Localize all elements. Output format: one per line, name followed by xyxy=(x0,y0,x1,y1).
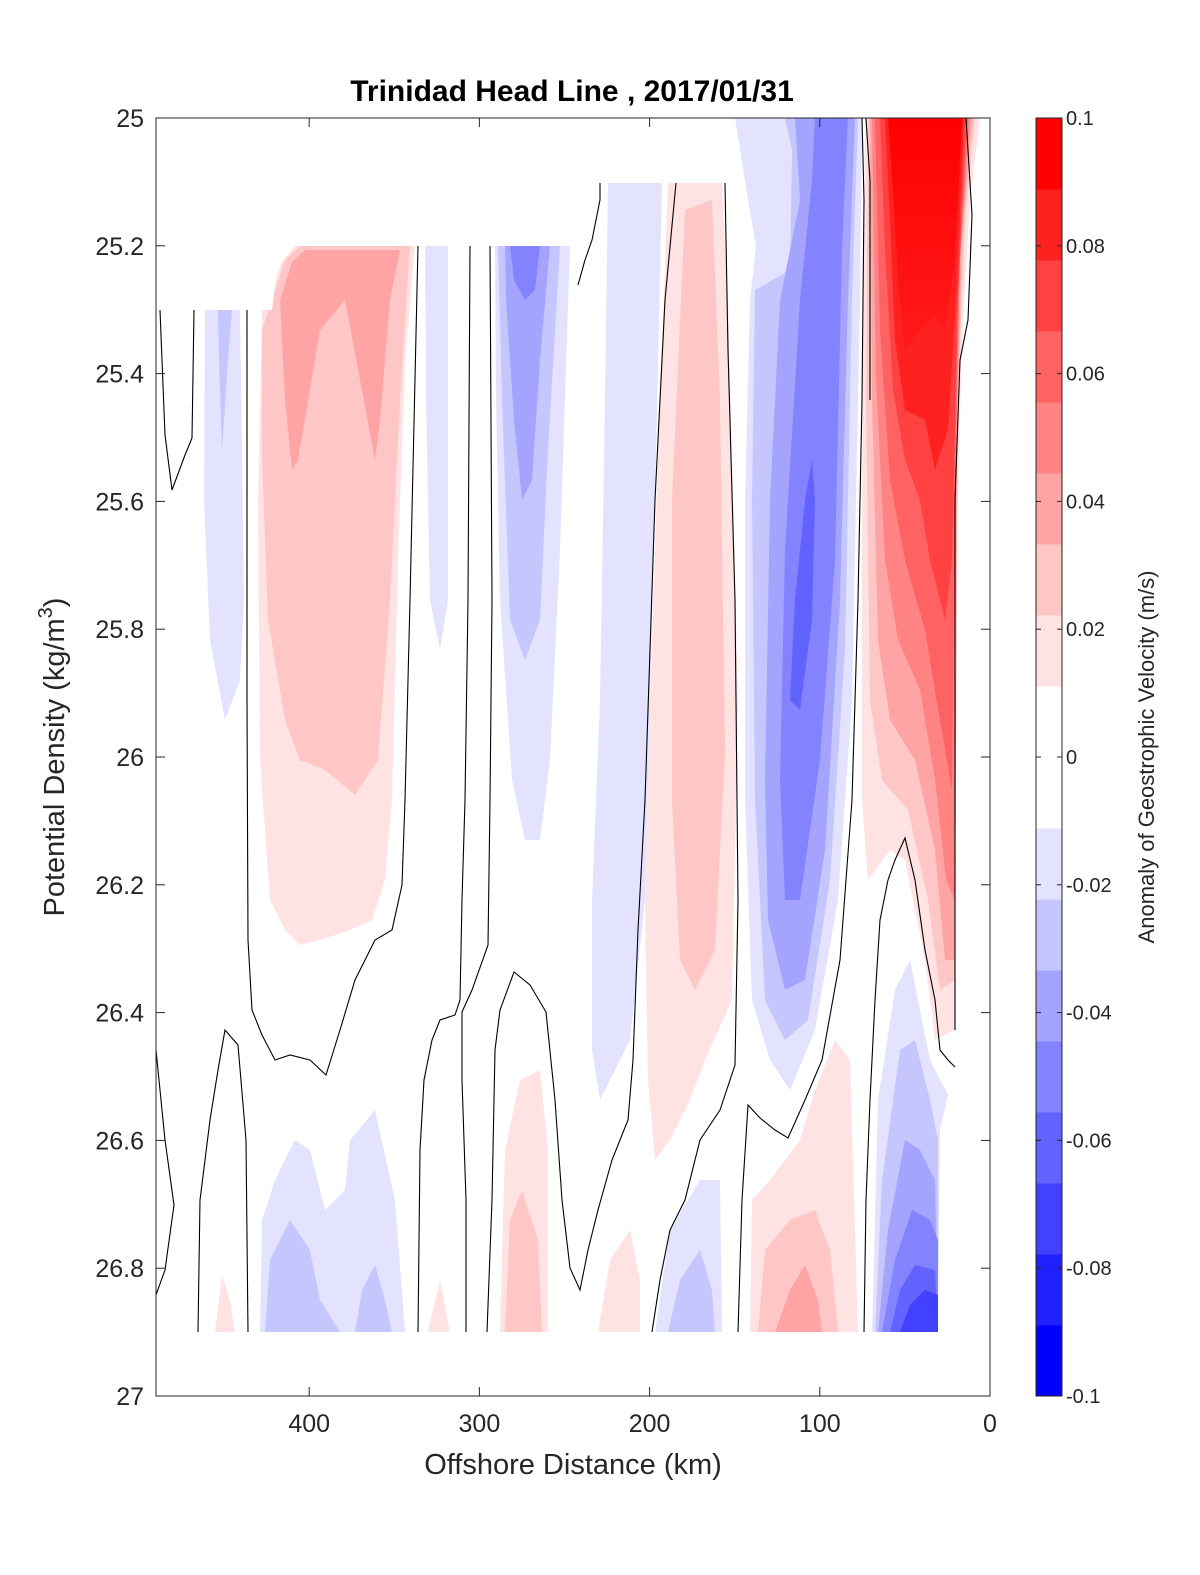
zero-contour xyxy=(954,118,973,1030)
coastal-negative-max xyxy=(790,460,815,710)
colorbar-swatch xyxy=(1036,828,1062,900)
zero-contour xyxy=(737,118,865,1333)
zero-contour xyxy=(865,118,871,400)
colorbar-swatch xyxy=(1036,686,1062,758)
shelf-negative-max xyxy=(510,246,540,300)
colorbar: 0.1 0.08 0.06 0.04 0.02 0 -0.02 -0.04 -0.06 -0.08… xyxy=(1036,108,1112,1408)
deep-slope-negative-inner xyxy=(668,1250,715,1332)
deep-coastal-negative-6 xyxy=(900,1290,938,1332)
colorbar-tick-label: 0.04 xyxy=(1066,491,1105,513)
zero-contour xyxy=(417,245,471,1333)
x-axis-title: Offshore Distance (km) xyxy=(424,1449,722,1481)
colorbar-swatch xyxy=(1036,899,1062,971)
deep-outer-positive xyxy=(215,1275,235,1332)
colorbar-swatch xyxy=(1036,260,1062,332)
coastal-positive-max xyxy=(888,118,962,350)
y-tick-label: 26.8 xyxy=(95,1255,144,1283)
y-tick-label: 25 xyxy=(116,105,144,133)
colorbar-tick-label: -0.04 xyxy=(1066,1003,1112,1025)
outer-negative-core xyxy=(204,310,244,720)
deep-offshore-negative-inner2 xyxy=(355,1265,392,1332)
zero-contour xyxy=(577,183,601,286)
colorbar-swatch xyxy=(1036,118,1062,190)
x-tick-label: 400 xyxy=(288,1410,330,1438)
y-tick-label: 26 xyxy=(116,744,144,772)
deep-offshore-negative-inner xyxy=(265,1220,340,1332)
colorbar-swatch xyxy=(1036,189,1062,261)
colorbar-tick-label: -0.02 xyxy=(1066,875,1112,897)
colorbar-tick-label: -0.1 xyxy=(1066,1386,1100,1408)
y-tick-label: 26.6 xyxy=(95,1127,144,1155)
colorbar-title: Anomaly of Geostrophic Velocity (m/s) xyxy=(1134,571,1159,944)
chart-title: Trinidad Head Line , 2017/01/31 xyxy=(350,75,794,108)
x-tick-label: 300 xyxy=(459,1410,501,1438)
deep-shelf-positive-inner xyxy=(505,1190,542,1332)
zero-contours xyxy=(156,118,973,1333)
colorbar-swatch xyxy=(1036,1041,1062,1113)
colorbar-swatch xyxy=(1036,757,1062,829)
colorbar-tick-label: -0.06 xyxy=(1066,1130,1112,1152)
x-tick-label: 200 xyxy=(629,1410,671,1438)
colorbar-swatch xyxy=(1036,473,1062,545)
shelf-negative-peak xyxy=(505,246,550,500)
outer-negative-streak xyxy=(218,310,232,450)
mid-negative-band xyxy=(425,246,448,650)
slope-negative-core xyxy=(592,183,662,1100)
zero-contour xyxy=(246,245,419,1077)
y-tick-label: 25.4 xyxy=(95,361,144,389)
colorbar-swatch xyxy=(1036,1183,1062,1255)
deep-slope-positive xyxy=(598,1230,640,1332)
colorbar-tick-label: -0.08 xyxy=(1066,1258,1112,1280)
colorbar-swatch xyxy=(1036,331,1062,403)
colorbar-tick-label: 0.1 xyxy=(1066,108,1094,130)
zero-contour xyxy=(461,245,493,1332)
colorbar-tick-label: 0.08 xyxy=(1066,236,1105,258)
y-axis-title: Potential Density (kg/m3) xyxy=(35,598,71,917)
offshore-positive-peak xyxy=(280,250,400,470)
colorbar-tick-label: 0.02 xyxy=(1066,619,1105,641)
colorbar-swatch xyxy=(1036,1112,1062,1184)
deep-coastal-positive-peak xyxy=(775,1265,822,1332)
colorbar-swatch xyxy=(1036,402,1062,474)
y-tick-label: 27 xyxy=(116,1383,144,1411)
y-tick-label: 25.6 xyxy=(95,488,144,516)
y-axis: 25 25.2 25.4 25.6 25.8 26 26.2 26.4 26.6 26.8 27 xyxy=(95,105,990,1411)
zero-contour xyxy=(486,182,677,1333)
velocity-field xyxy=(156,118,980,1333)
colorbar-swatch xyxy=(1036,615,1062,687)
colorbar-swatch xyxy=(1036,1254,1062,1326)
zero-contour xyxy=(159,309,195,491)
colorbar-frame xyxy=(1035,117,1063,1397)
y-tick-label: 25.8 xyxy=(95,616,144,644)
x-tick-label: 0 xyxy=(983,1410,997,1438)
x-axis: 400 300 200 100 0 xyxy=(288,118,997,1438)
deep-mid-positive xyxy=(428,1280,450,1332)
zero-contour xyxy=(863,836,956,1333)
colorbar-swatch xyxy=(1036,970,1062,1042)
midshelf-positive-inner xyxy=(672,200,725,990)
colorbar-tick-label: 0 xyxy=(1066,747,1077,769)
y-tick-label: 26.4 xyxy=(95,1000,144,1028)
zero-contour xyxy=(197,1028,249,1333)
zero-contour xyxy=(156,1049,175,1296)
colorbar-swatch xyxy=(1036,544,1062,616)
colorbar-tick-label: 0.06 xyxy=(1066,364,1105,386)
colorbar-swatch xyxy=(1036,1325,1062,1397)
y-tick-label: 26.2 xyxy=(95,872,144,900)
y-tick-label: 25.2 xyxy=(95,233,144,261)
x-tick-label: 100 xyxy=(799,1410,841,1438)
zero-contour xyxy=(651,182,739,1333)
